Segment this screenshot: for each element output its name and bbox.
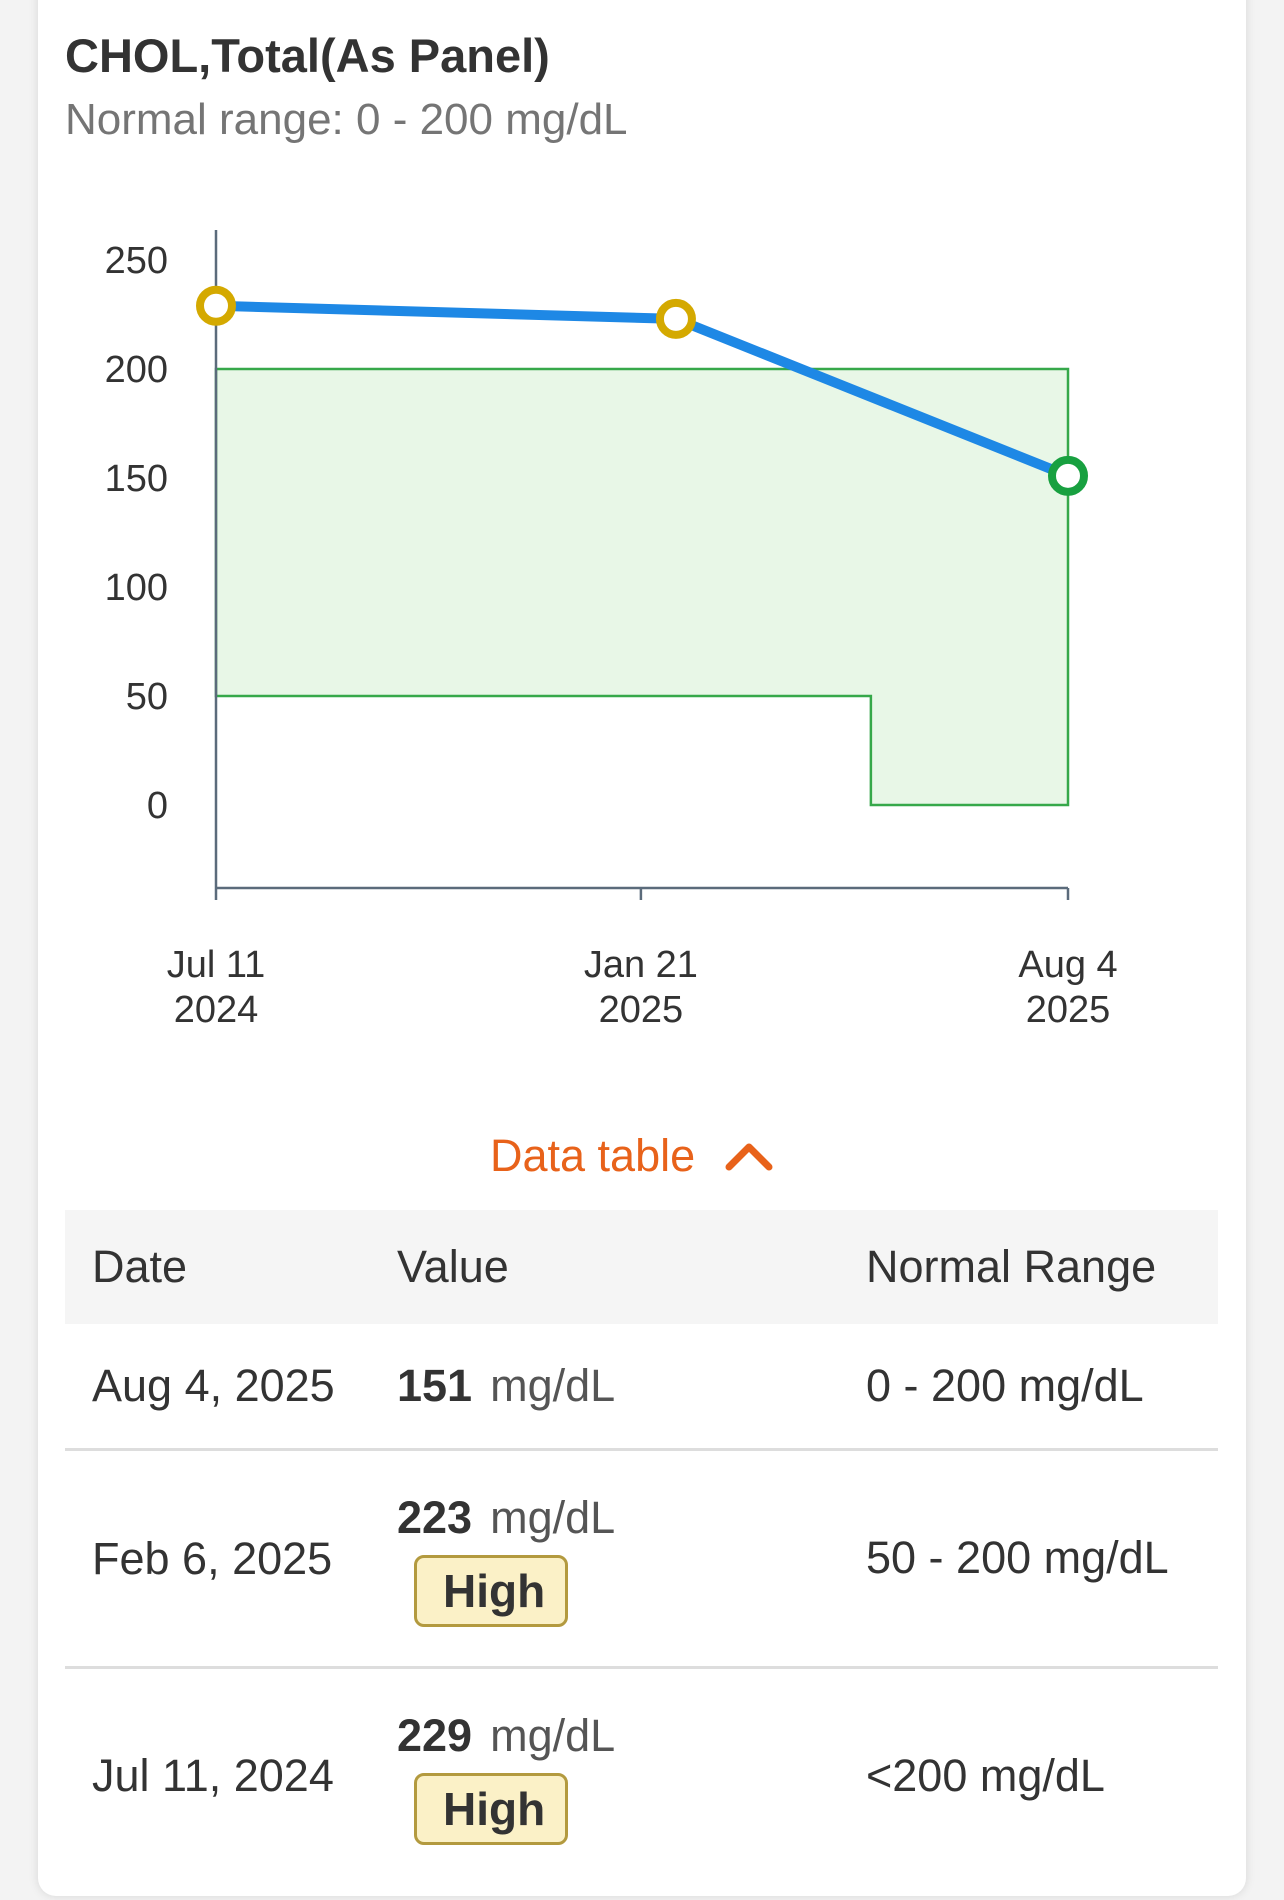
value-unit: mg/dL (490, 1491, 616, 1543)
row-date: Feb 6, 2025 (92, 1532, 333, 1584)
high-status-badge: High (414, 1554, 569, 1627)
y-tick-label: 100 (105, 567, 168, 609)
value-number: 229 (397, 1709, 473, 1761)
row-normal-range: 0 - 200 mg/dL (866, 1359, 1144, 1411)
table-row: Jul 11, 2024 229 mg/dL High <200 mg/dL (65, 1669, 1218, 1884)
x-tick-label: Jan 21 (584, 944, 698, 986)
row-date: Aug 4, 2025 (92, 1360, 335, 1411)
value-unit: mg/dL (490, 1709, 616, 1761)
data-table-toggle-label: Data table (490, 1130, 696, 1181)
row-date: Jul 11, 2024 (92, 1750, 334, 1802)
row-value: 223 mg/dL High (370, 1491, 852, 1627)
data-table-toggle[interactable]: Data table (490, 1130, 773, 1182)
x-tick-label-year: 2025 (599, 989, 684, 1031)
high-status-badge: High (414, 1772, 569, 1845)
y-tick-label: 0 (147, 785, 168, 827)
table-row: Feb 6, 2025 223 mg/dL High 50 - 200 mg/dL (65, 1451, 1218, 1669)
x-tick-label: Jul 11 (167, 944, 266, 986)
y-tick-label: 150 (105, 458, 168, 500)
normal-range-band (214, 367, 1070, 807)
y-tick-label: 250 (105, 240, 168, 282)
value-unit: mg/dL (490, 1360, 616, 1411)
y-tick-label: 50 (126, 676, 168, 718)
table-header: Date Value Normal Range (65, 1210, 1218, 1324)
y-tick-label: 200 (105, 349, 168, 391)
header-value: Value (397, 1241, 509, 1292)
chevron-up-icon (725, 1143, 773, 1171)
x-tick-label-year: 2024 (174, 989, 259, 1031)
header-date: Date (92, 1241, 188, 1292)
table-row: Aug 4, 2025 151 mg/dL 0 - 200 mg/dL (65, 1324, 1218, 1451)
page-title: CHOL,Total(As Panel) (65, 29, 550, 82)
normal-data-point (1048, 455, 1088, 496)
x-tick-label: Aug 4 (1018, 944, 1117, 986)
value-number: 223 (397, 1491, 473, 1543)
row-normal-range: 50 - 200 mg/dL (866, 1532, 1169, 1584)
row-value: 151 mg/dL (370, 1360, 852, 1412)
value-number: 151 (397, 1360, 473, 1411)
x-tick-label-year: 2025 (1026, 989, 1111, 1031)
data-table: Date Value Normal Range Aug 4, 2025 151 m… (65, 1210, 1218, 1884)
high-data-point (655, 298, 696, 339)
header-normal-range: Normal Range (866, 1240, 1157, 1292)
row-value: 229 mg/dL High (370, 1709, 852, 1845)
row-normal-range: <200 mg/dL (866, 1750, 1105, 1802)
high-data-point (196, 285, 236, 326)
normal-range-subtitle: Normal range: 0 - 200 mg/dL (65, 95, 628, 144)
